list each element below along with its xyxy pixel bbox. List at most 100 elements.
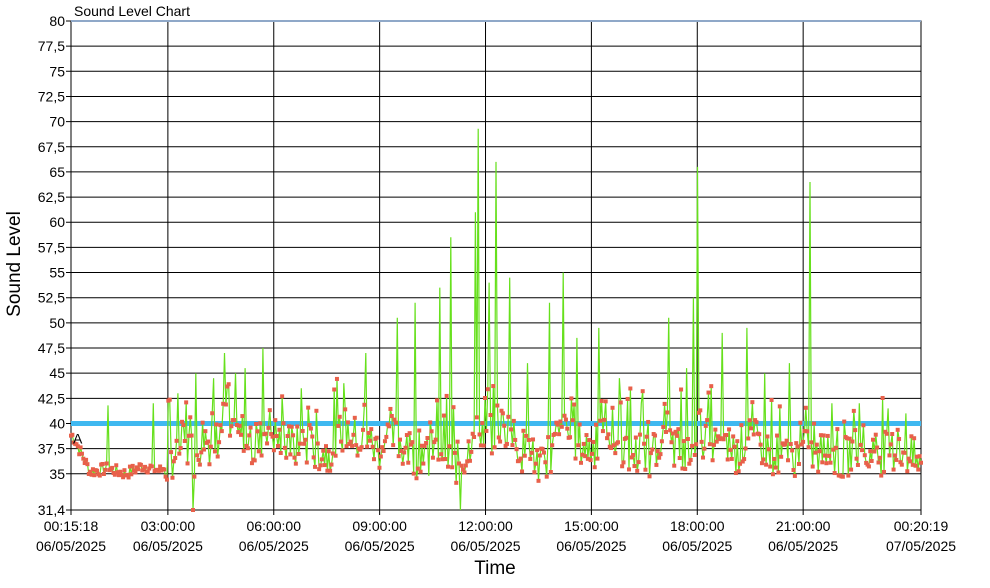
data-point [103, 467, 108, 472]
data-point [685, 436, 690, 441]
data-point [654, 462, 659, 467]
data-point [509, 427, 514, 432]
data-point [380, 445, 385, 450]
data-point [143, 464, 148, 469]
data-point [810, 464, 815, 469]
data-point [776, 470, 781, 475]
data-point [237, 423, 242, 428]
data-point [354, 443, 359, 448]
data-point [488, 413, 493, 418]
data-point [740, 459, 745, 464]
data-point [670, 431, 675, 436]
data-point [391, 443, 396, 448]
data-point [81, 456, 86, 461]
data-point [485, 387, 490, 392]
data-point [605, 436, 610, 441]
data-point [873, 432, 878, 437]
data-point [813, 450, 818, 455]
data-point [514, 447, 519, 452]
data-point [653, 433, 658, 438]
data-point [240, 414, 245, 419]
data-point [129, 472, 134, 477]
x-tick-time: 06:00:00 [247, 518, 302, 534]
data-point [568, 435, 573, 440]
data-point [459, 463, 464, 468]
data-point [579, 460, 583, 465]
data-point [714, 439, 719, 444]
data-point [256, 449, 261, 454]
data-point [664, 429, 668, 434]
data-point [550, 443, 555, 448]
annotation-label: A [73, 431, 83, 447]
data-point [531, 437, 536, 442]
data-point [572, 402, 577, 407]
data-point [362, 402, 367, 407]
data-point [677, 456, 682, 461]
data-point [492, 445, 497, 450]
data-point [584, 433, 589, 438]
data-point [548, 470, 553, 475]
data-point [657, 455, 662, 460]
data-point [842, 419, 847, 424]
data-point [716, 434, 721, 439]
y-tick-label: 45 [49, 365, 65, 381]
data-point [352, 415, 357, 420]
y-tick-label: 47,5 [38, 340, 65, 356]
data-point [869, 458, 874, 463]
data-point [480, 421, 485, 426]
data-point [688, 458, 693, 463]
y-tick-label: 40 [49, 415, 65, 431]
data-point [835, 427, 840, 432]
data-point [376, 448, 381, 453]
data-point [419, 443, 424, 448]
data-point [784, 438, 789, 443]
data-point [775, 433, 780, 438]
data-point [414, 476, 419, 481]
x-tick-date: 06/05/2025 [345, 538, 415, 554]
data-point [875, 445, 880, 450]
data-point [643, 467, 648, 472]
data-point [521, 428, 526, 433]
data-point [772, 456, 777, 461]
data-point [441, 413, 446, 418]
data-point [217, 440, 222, 445]
data-point [665, 410, 670, 415]
y-tick-label: 80 [49, 13, 65, 29]
data-point [764, 462, 769, 467]
data-point [587, 438, 592, 443]
data-point [890, 432, 895, 437]
data-point [698, 408, 703, 413]
data-point [284, 455, 289, 460]
data-point [333, 453, 338, 458]
data-point [247, 433, 252, 438]
data-point [365, 444, 370, 449]
data-point [236, 430, 241, 435]
data-point [188, 415, 193, 420]
data-point [282, 445, 287, 450]
x-tick-date: 06/05/2025 [450, 538, 520, 554]
data-point [200, 420, 205, 425]
data-point [794, 441, 799, 446]
data-point [517, 458, 522, 463]
data-point [84, 457, 89, 462]
data-point [440, 457, 445, 462]
data-point [849, 467, 854, 472]
data-point [308, 426, 313, 431]
data-point [456, 461, 461, 466]
data-point [336, 423, 341, 428]
data-point [699, 439, 704, 444]
data-point [820, 460, 825, 465]
data-point [648, 451, 653, 456]
data-point [585, 456, 590, 461]
data-point [89, 472, 94, 477]
data-point [589, 451, 594, 456]
data-point [215, 454, 220, 459]
data-point [115, 470, 120, 475]
data-point [138, 462, 143, 467]
data-point [114, 463, 119, 468]
data-point [498, 439, 503, 444]
data-point [520, 469, 525, 474]
data-point [489, 451, 494, 456]
data-point [210, 411, 215, 416]
x-axis-title: Time [474, 558, 516, 579]
